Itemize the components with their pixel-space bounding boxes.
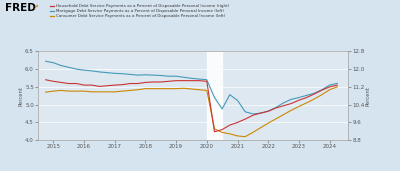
Text: FRED: FRED [5, 3, 36, 12]
Text: ↗: ↗ [33, 4, 39, 10]
Y-axis label: Percent: Percent [366, 86, 371, 106]
Bar [207, 51, 222, 140]
Legend: Household Debt Service Payments as a Percent of Disposable Personal Income (righ: Household Debt Service Payments as a Per… [48, 3, 231, 20]
Y-axis label: Percent: Percent [19, 86, 24, 106]
